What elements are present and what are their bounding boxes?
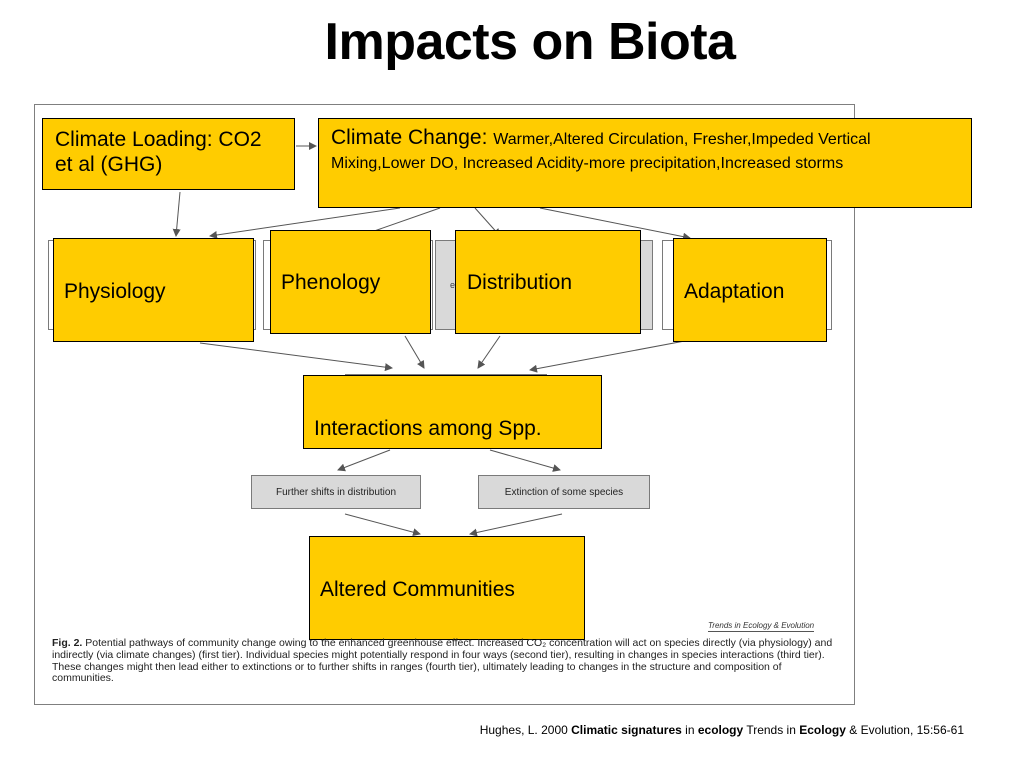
- slide-title: Impacts on Biota: [324, 13, 736, 71]
- arrow-interactions-to-extinction: [489, 449, 561, 472]
- citation-title: Climatic signatures: [571, 723, 682, 737]
- altered-communities-box: Altered Communities: [309, 536, 585, 640]
- citation-ecology-journal: Ecology: [799, 723, 846, 737]
- arrow-phenology-to-interactions: [404, 335, 425, 369]
- arrow-distribution-to-interactions: [477, 335, 501, 369]
- citation-suffix: & Evolution, 15:56-61: [845, 723, 964, 737]
- climate-change-label: Climate Change:: [331, 126, 488, 149]
- phenology-box: Phenology: [270, 230, 431, 334]
- physiology-box: Physiology: [53, 238, 254, 342]
- citation: Hughes, L. 2000 Climatic signatures in e…: [480, 723, 964, 737]
- arrow-change-to-adaptation: [539, 207, 691, 241]
- climate-change-box: Climate Change: Warmer,Altered Circulati…: [318, 118, 972, 208]
- arrow-extinction-to-communities: [469, 513, 563, 537]
- citation-prefix: Hughes, L. 2000: [479, 723, 572, 737]
- distribution-box: Distribution: [455, 230, 641, 334]
- climate-loading-box: Climate Loading: CO2 et al (GHG): [42, 118, 295, 190]
- citation-ecology: ecology: [697, 723, 744, 737]
- citation-mid2: Trends in: [743, 723, 800, 737]
- figure-caption: Fig. 2. Potential pathways of community …: [52, 637, 844, 685]
- arrow-loading-to-physiology: [172, 191, 181, 237]
- arrow-adaptation-to-interactions: [529, 339, 691, 373]
- caption-text: Potential pathways of community change o…: [52, 637, 833, 685]
- further-shifts-box: Further shifts in distribution: [251, 475, 421, 509]
- arrow-change-to-tier2-a: [209, 207, 401, 239]
- extinction-box: Extinction of some species: [478, 475, 650, 509]
- interactions-box: Interactions among Spp.: [303, 375, 602, 449]
- citation-mid1: in: [681, 723, 698, 737]
- arrow-interactions-to-shifts: [337, 449, 391, 472]
- adaptation-box: Adaptation: [673, 238, 827, 342]
- arrow-shifts-to-communities: [344, 513, 421, 537]
- journal-tag: Trends in Ecology & Evolution: [708, 621, 815, 632]
- climate-change-detail: Warmer,Altered Circulation, Fresher,Impe…: [331, 131, 871, 172]
- caption-label: Fig. 2.: [52, 637, 83, 649]
- arrow-physiology-to-interactions: [199, 342, 393, 372]
